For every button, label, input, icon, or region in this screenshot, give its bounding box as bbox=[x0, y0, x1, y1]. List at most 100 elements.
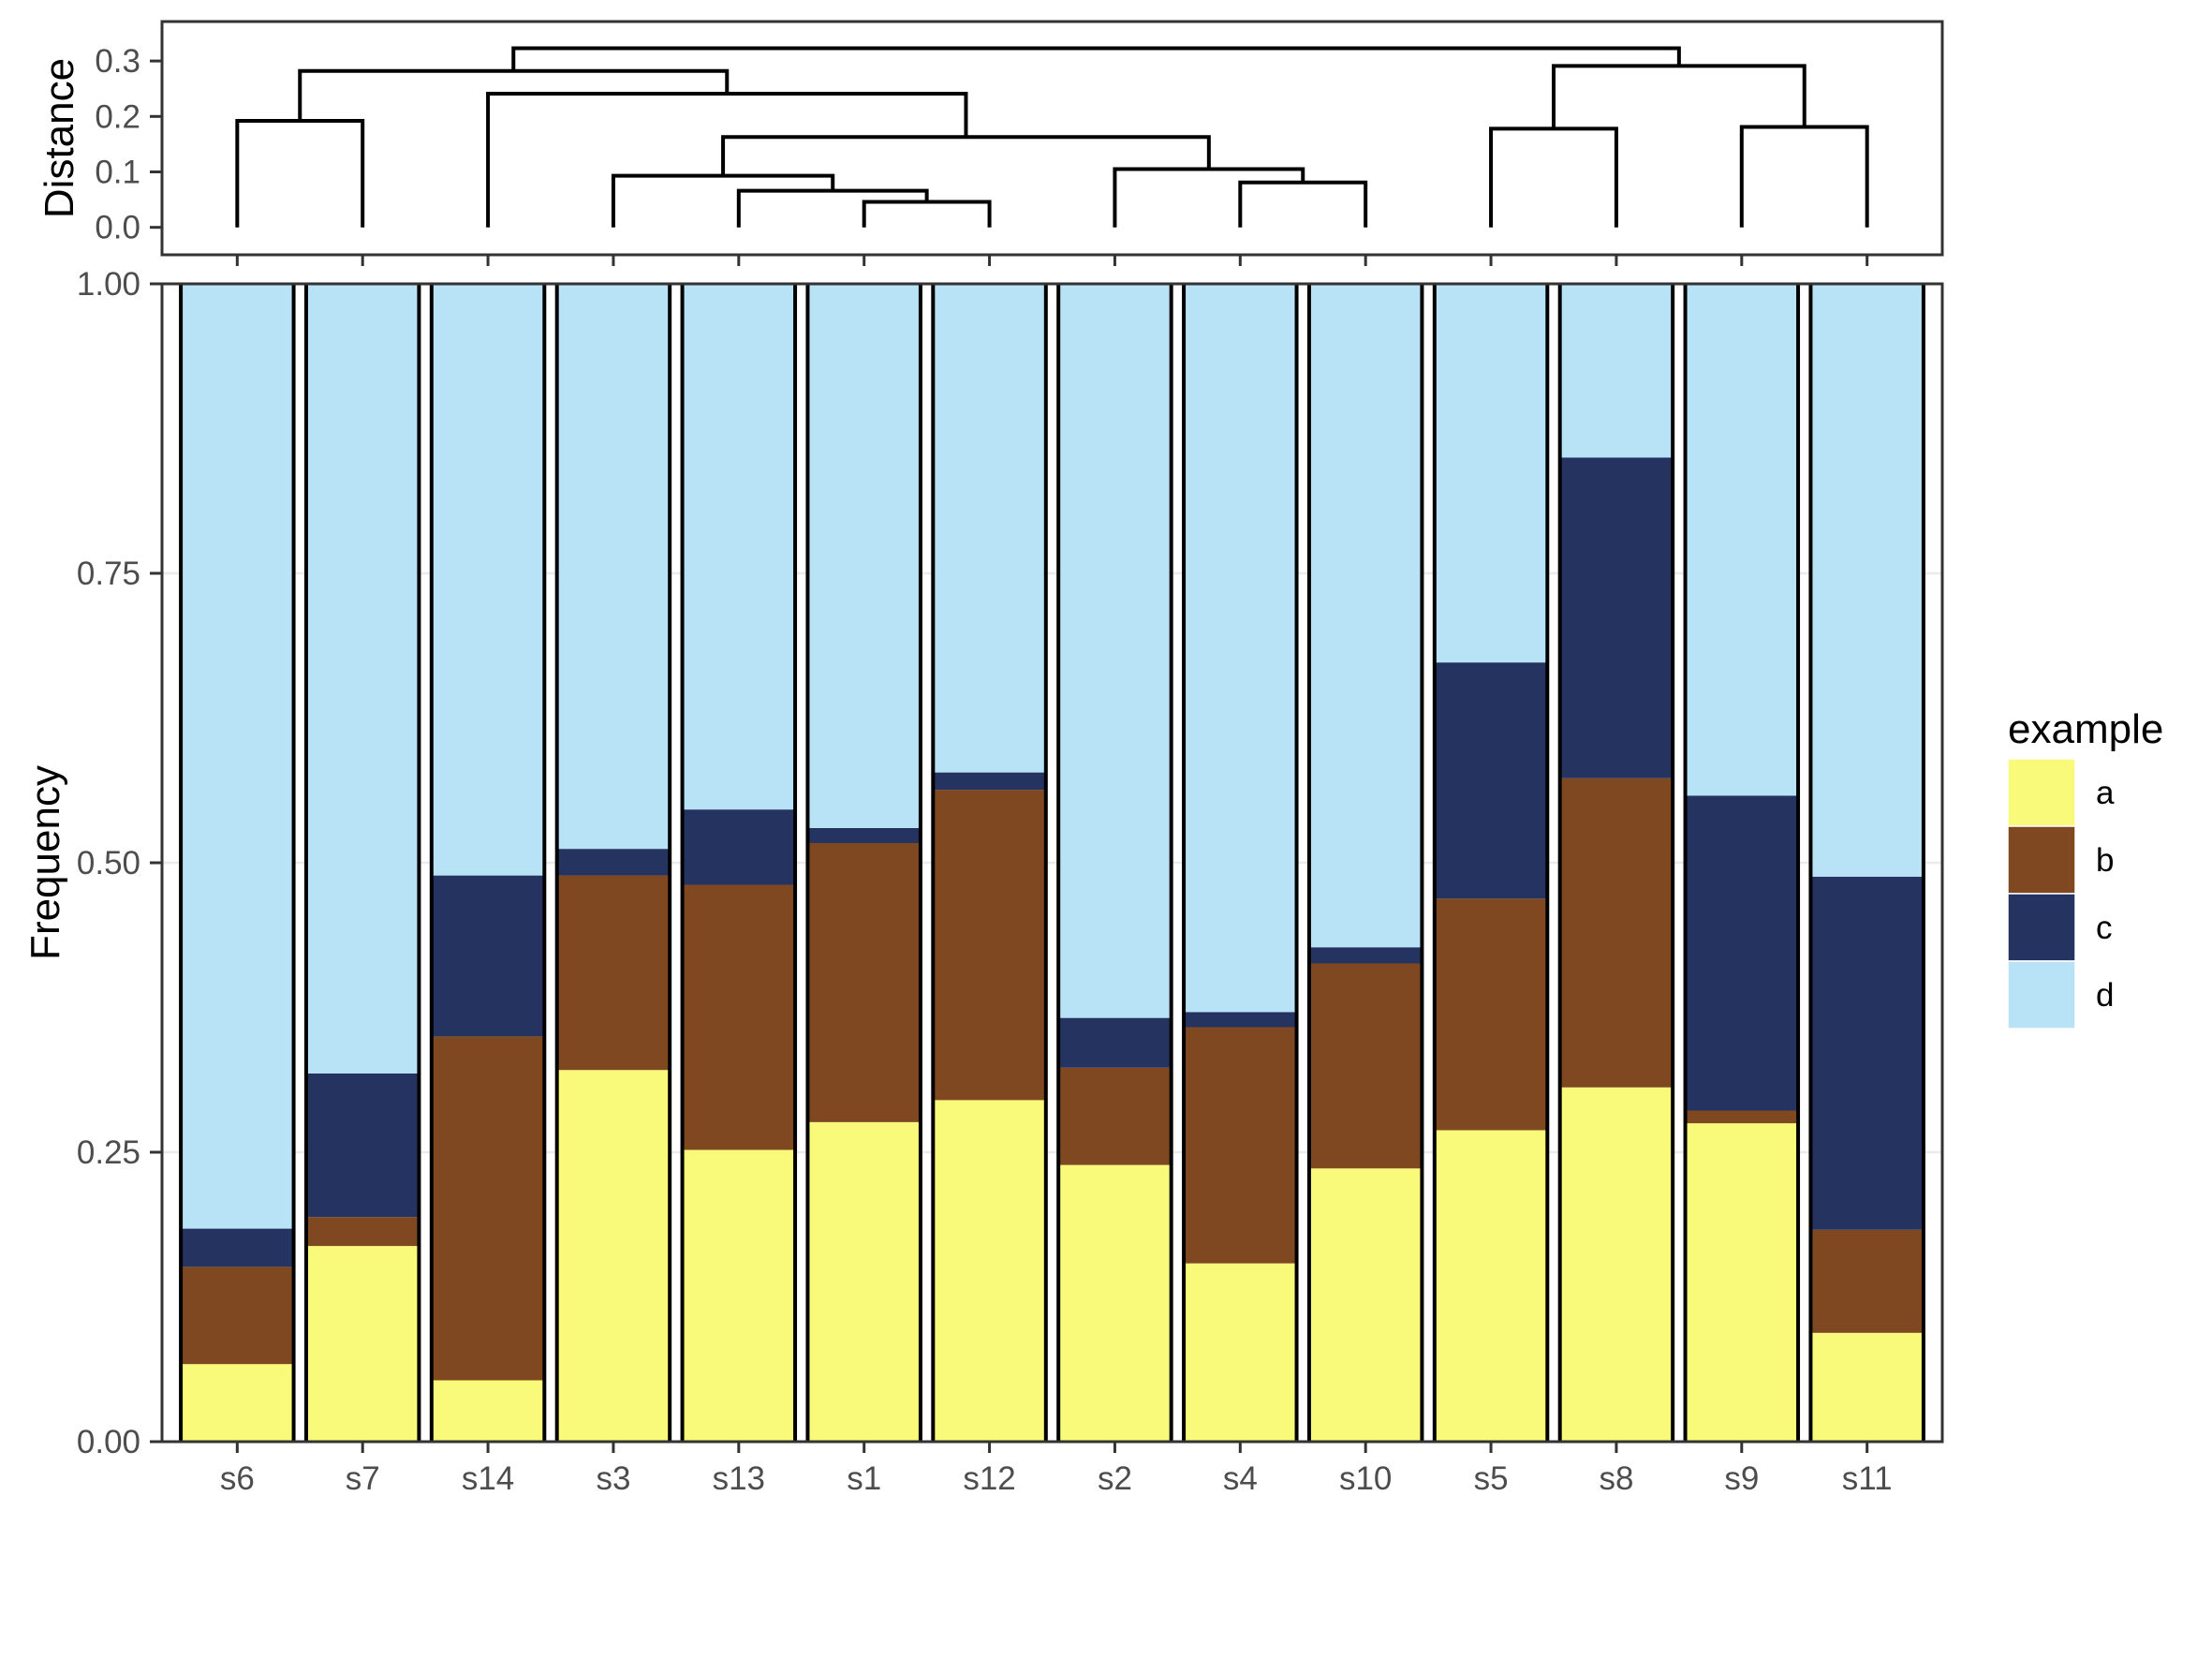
legend-label: b bbox=[2096, 842, 2114, 879]
bar-segment-d bbox=[1058, 284, 1172, 1018]
bar-segment-a bbox=[1810, 1332, 1924, 1442]
bar-segment-c bbox=[1434, 662, 1548, 899]
dendrogram-panel-border bbox=[160, 20, 1944, 257]
bar-segment-b bbox=[807, 842, 921, 1122]
bar-segment-c bbox=[1685, 795, 1799, 1111]
stacked-bars bbox=[179, 284, 1925, 1442]
bar-y-tick-label: 0.50 bbox=[77, 845, 140, 881]
legend-key-d bbox=[2007, 960, 2076, 1029]
bar-segment-d bbox=[1184, 284, 1297, 1013]
bar-x-tick-label: s5 bbox=[1474, 1460, 1509, 1497]
bar-segment-c bbox=[181, 1228, 294, 1267]
bar-panel-border bbox=[160, 282, 1944, 1444]
legend-label: d bbox=[2096, 977, 2114, 1014]
bar-segment-b bbox=[556, 875, 671, 1071]
bar-segment-b bbox=[1559, 778, 1674, 1088]
bar-y-tick-label: 0.25 bbox=[77, 1134, 140, 1171]
dendrogram-y-tick-label: 0.0 bbox=[95, 210, 140, 246]
bar-x-tick-label: s12 bbox=[963, 1460, 1015, 1497]
dendrogram-y-axis-title: Distance bbox=[37, 58, 82, 218]
dendrogram-branch bbox=[511, 46, 1681, 71]
bar-segment-a bbox=[431, 1380, 545, 1442]
bar-segment-b bbox=[1810, 1229, 1924, 1333]
bar-segment-a bbox=[933, 1100, 1046, 1442]
bar-stack-s13 bbox=[680, 284, 798, 1442]
bar-y-tick-label: 1.00 bbox=[77, 266, 140, 303]
bar-segment-c bbox=[1184, 1012, 1297, 1028]
bar-stack-s10 bbox=[1306, 284, 1424, 1442]
bar-segment-d bbox=[807, 284, 921, 828]
dendrogram-y-tick-label: 0.2 bbox=[95, 98, 140, 135]
bar-segment-c bbox=[1810, 876, 1924, 1230]
bar-segment-b bbox=[1058, 1067, 1172, 1165]
bar-segment-c bbox=[1559, 457, 1674, 778]
dendrogram-x-ticks bbox=[235, 255, 1869, 266]
bar-stack-s9 bbox=[1683, 284, 1801, 1442]
bar-stack-s5 bbox=[1432, 284, 1550, 1442]
bar-x-tick-label: s9 bbox=[1724, 1460, 1759, 1497]
bar-x-tick-label: s4 bbox=[1223, 1460, 1258, 1497]
bar-segment-c bbox=[933, 772, 1046, 791]
bar-segment-a bbox=[556, 1070, 671, 1442]
bar-segment-c bbox=[556, 849, 671, 876]
bar-segment-b bbox=[682, 884, 796, 1150]
bar-segment-d bbox=[1810, 284, 1924, 877]
bar-stack-s1 bbox=[805, 284, 922, 1442]
bar-x-tick-label: s1 bbox=[847, 1460, 881, 1497]
bar-stack-s14 bbox=[429, 284, 547, 1442]
legend-item-b: b bbox=[2007, 825, 2114, 895]
bar-x-tick-label: s14 bbox=[462, 1460, 514, 1497]
bar-x-tick-label: s7 bbox=[346, 1460, 380, 1497]
bar-segment-d bbox=[431, 284, 545, 876]
legend-item-d: d bbox=[2007, 960, 2114, 1029]
bar-segment-a bbox=[181, 1364, 294, 1442]
dendrogram-branches bbox=[235, 46, 1869, 228]
bar-stack-s4 bbox=[1182, 284, 1299, 1442]
legend-item-a: a bbox=[2007, 758, 2115, 827]
bar-segment-a bbox=[1184, 1263, 1297, 1442]
bar-segment-b bbox=[305, 1217, 420, 1247]
bar-segment-a bbox=[1308, 1168, 1423, 1442]
bar-segment-b bbox=[181, 1266, 294, 1365]
bar-segment-a bbox=[1685, 1123, 1799, 1442]
bar-segment-d bbox=[181, 284, 294, 1229]
bar-segment-a bbox=[1058, 1164, 1172, 1442]
bar-stack-s11 bbox=[1808, 284, 1925, 1442]
bar-y-tick-label: 0.00 bbox=[77, 1424, 140, 1460]
bar-segment-a bbox=[1434, 1130, 1548, 1442]
bar-segment-c bbox=[682, 809, 796, 885]
bar-segment-d bbox=[1308, 284, 1423, 948]
bar-segment-d bbox=[1434, 284, 1548, 663]
bar-segment-a bbox=[807, 1121, 921, 1442]
bar-stack-s7 bbox=[303, 284, 421, 1442]
bar-segment-b bbox=[1308, 963, 1423, 1169]
bar-segment-c bbox=[807, 827, 921, 843]
bar-x-tick-label: s6 bbox=[220, 1460, 255, 1497]
legend-key-b bbox=[2007, 825, 2076, 895]
bar-stack-s2 bbox=[1056, 284, 1173, 1442]
legend-item-c: c bbox=[2007, 893, 2113, 962]
bar-segment-b bbox=[431, 1036, 545, 1381]
bar-y-axis-title: Frequency bbox=[22, 765, 68, 960]
legend-title: example bbox=[2008, 706, 2163, 752]
bar-segment-c bbox=[431, 875, 545, 1037]
dendrogram-y-tick-label: 0.1 bbox=[95, 155, 140, 191]
bar-segment-b bbox=[1434, 898, 1548, 1131]
legend-key-c bbox=[2007, 893, 2076, 962]
bar-segment-c bbox=[305, 1073, 420, 1218]
bar-stack-s12 bbox=[931, 284, 1048, 1442]
bar-segment-a bbox=[1559, 1087, 1674, 1442]
legend-label: c bbox=[2096, 910, 2113, 946]
bar-segment-b bbox=[1184, 1027, 1297, 1264]
bar-x-tick-label: s13 bbox=[713, 1460, 765, 1497]
bar-segment-b bbox=[933, 790, 1046, 1101]
bar-segment-b bbox=[1685, 1110, 1799, 1124]
bar-segment-a bbox=[305, 1246, 420, 1442]
legend-label: a bbox=[2096, 775, 2115, 811]
bar-segment-d bbox=[1559, 284, 1674, 458]
bar-y-tick-label: 0.75 bbox=[77, 555, 140, 592]
bar-chart-panel: 0.00 0.25 0.50 0.75 1.00 s6 s7 s14 s3 s13 s1 s12 s2… bbox=[22, 266, 1944, 1497]
bar-x-tick-label: s10 bbox=[1339, 1460, 1392, 1497]
